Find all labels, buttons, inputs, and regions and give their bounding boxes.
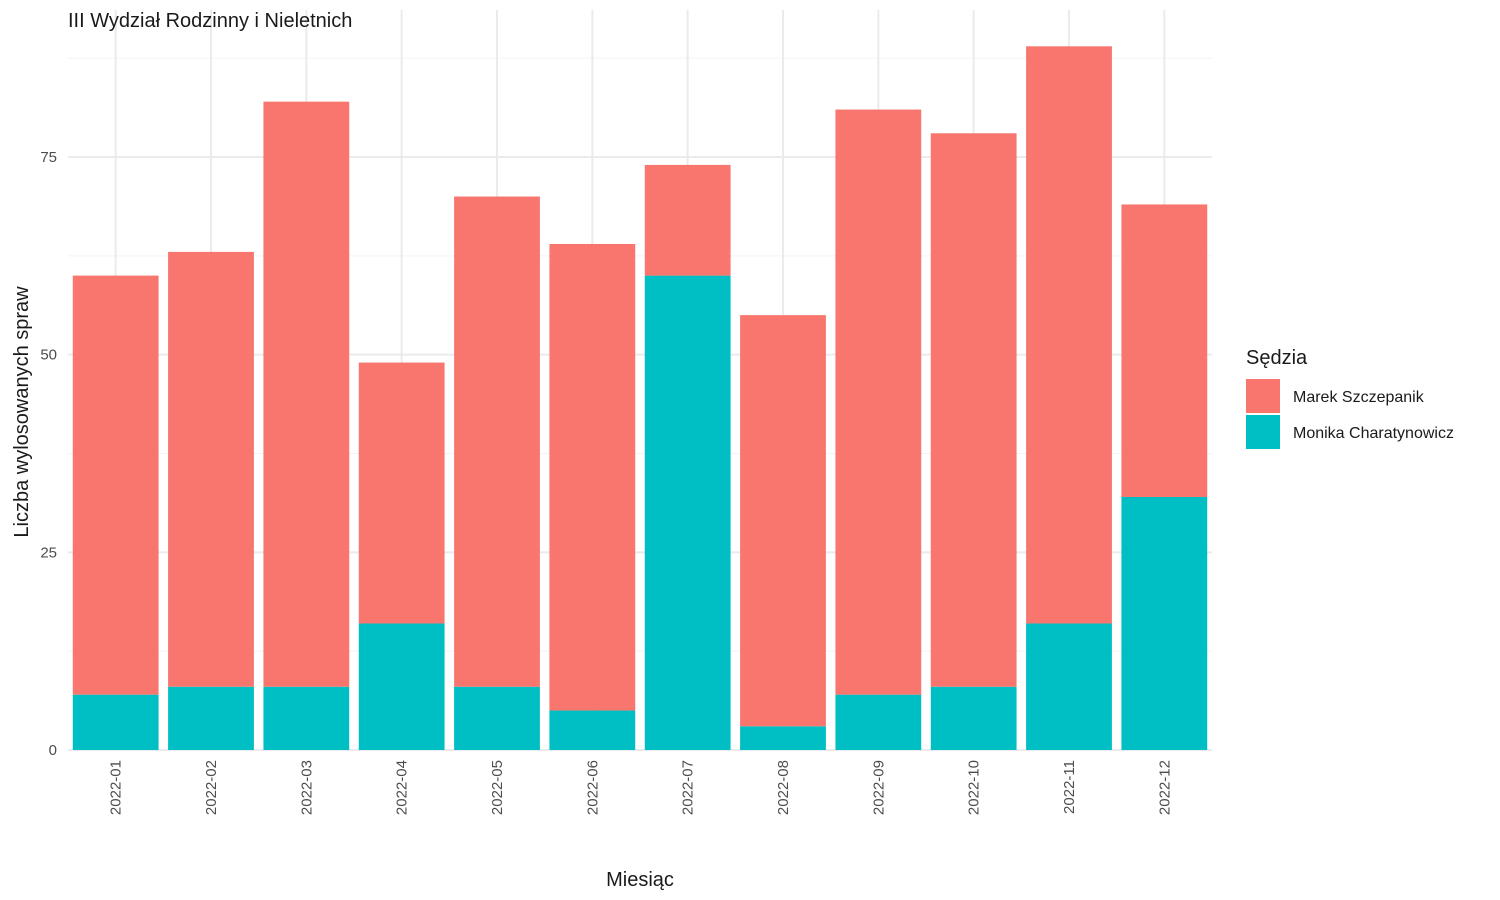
y-tick-label: 0	[49, 742, 57, 759]
bar-segment	[835, 109, 922, 695]
bar-segment	[358, 623, 445, 750]
x-tick-label: 2022-02	[203, 760, 220, 815]
x-tick-label: 2022-06	[584, 760, 601, 815]
bar-segment	[644, 164, 731, 276]
bar-segment	[454, 196, 540, 687]
legend-key	[1246, 415, 1280, 449]
x-tick-label: 2022-05	[489, 760, 506, 815]
x-tick-label: 2022-07	[680, 760, 697, 815]
legend-label: Monika Charatynowicz	[1293, 425, 1454, 442]
x-tick-label: 2022-11	[1061, 760, 1078, 814]
bar-segment	[740, 315, 826, 727]
y-tick-label: 25	[40, 544, 57, 561]
x-tick-label: 2022-08	[775, 760, 792, 815]
bar-segment	[1121, 496, 1208, 750]
legend-label: Marek Szczepanik	[1293, 389, 1425, 406]
x-axis-ticks: 2022-01 2022-02 2022-03 2022-04 2022-05 2022-…	[108, 760, 1174, 815]
x-tick-label: 2022-04	[394, 760, 411, 815]
legend: Sędzia Marek Szczepanik Monika Charatynow…	[1246, 347, 1454, 449]
bar-segment	[454, 686, 540, 750]
y-tick-label: 75	[40, 149, 57, 166]
x-tick-label: 2022-10	[966, 760, 983, 815]
bar-segment	[358, 362, 445, 624]
bar-segment	[930, 686, 1017, 750]
x-tick-label: 2022-12	[1156, 760, 1173, 815]
bar-segment	[1026, 623, 1112, 750]
x-tick-label: 2022-03	[298, 760, 315, 815]
bar-segment	[930, 133, 1017, 687]
y-axis-ticks: 0 25 50 75	[40, 149, 57, 759]
bar-segment	[168, 251, 254, 687]
bar-segment	[263, 686, 350, 750]
legend-key	[1246, 379, 1280, 413]
bar-segment	[644, 275, 731, 750]
bars	[72, 46, 1208, 750]
bar-segment	[1121, 204, 1208, 497]
bar-segment	[835, 694, 922, 750]
bar-segment	[72, 275, 159, 695]
chart-title: III Wydział Rodzinny i Nieletnich	[68, 10, 352, 32]
bar-segment	[740, 726, 826, 750]
bar-segment	[263, 101, 350, 687]
bar-segment	[549, 243, 636, 711]
y-axis-title: Liczba wylosowanych spraw	[11, 286, 33, 538]
x-tick-label: 2022-09	[870, 760, 887, 815]
x-tick-label: 2022-01	[108, 760, 125, 815]
bar-segment	[72, 694, 159, 750]
y-tick-label: 50	[40, 347, 57, 364]
bar-segment	[549, 710, 636, 750]
bar-segment	[1026, 46, 1112, 624]
x-axis-title: Miesiąc	[606, 869, 674, 891]
legend-title: Sędzia	[1246, 347, 1308, 369]
bar-segment	[168, 686, 254, 750]
